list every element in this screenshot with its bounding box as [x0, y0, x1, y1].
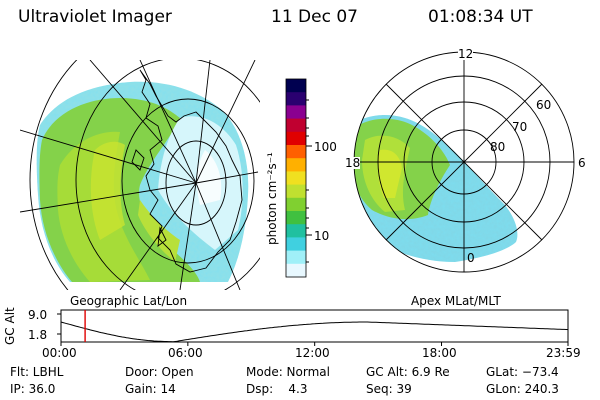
x-tick-1800: 18:00: [422, 346, 457, 360]
geo-panel-label: Geographic Lat/Lon: [70, 294, 188, 308]
coastline: [131, 69, 243, 273]
altitude-ylabel: GC Alt: [3, 307, 17, 345]
colorbar-tick-10: 10: [314, 229, 330, 243]
instrument-title: Ultraviolet Imager: [18, 7, 172, 27]
colorbar-segment: [286, 92, 306, 106]
colorbar-tick-100: 100: [314, 140, 337, 154]
apex-grid: [353, 51, 575, 273]
mlt-6-label: 6: [578, 156, 586, 170]
status-dsp: Dsp: 4.3: [246, 382, 308, 396]
colorbar-segment: [286, 197, 306, 212]
colorbar: [286, 79, 306, 278]
time-label: 01:08:34 UT: [428, 7, 533, 27]
mlat-60-label: 60: [536, 98, 552, 112]
x-tick-0600: 06:00: [168, 346, 203, 360]
colorbar-segment: [286, 224, 306, 238]
alt-tick-high: 9.0: [28, 308, 48, 322]
status-ip: IP: 36.0: [10, 382, 56, 396]
status-glat: GLat: −73.4: [486, 365, 559, 379]
altitude-curve: [60, 321, 569, 343]
altitude-plot: [57, 309, 569, 346]
date-label: 11 Dec 07: [271, 7, 358, 27]
colorbar-segment: [286, 211, 306, 225]
mlt-12-label: 12: [458, 47, 474, 61]
status-gain: Gain: 14: [125, 382, 176, 396]
x-tick-2359: 23:59: [546, 346, 581, 360]
colorbar-segment: [286, 145, 306, 159]
colorbar-segment: [286, 184, 306, 199]
status-gc-alt: GC Alt: 6.9 Re: [366, 365, 450, 379]
status-glon: GLon: 240.3: [486, 382, 559, 396]
colorbar-segment: [286, 250, 306, 265]
colorbar-segment: [286, 171, 306, 186]
status-mode: Mode: Normal: [246, 365, 330, 379]
alt-tick-low: 1.8: [28, 328, 48, 342]
apex-panel-label: Apex MLat/MLT: [411, 294, 501, 308]
geo-image-panel: [36, 81, 249, 282]
colorbar-segment: [286, 79, 306, 93]
colorbar-segment: [286, 105, 306, 120]
status-door: Door: Open: [125, 365, 194, 379]
colorbar-segment: [286, 131, 306, 146]
x-tick-0000: 00:00: [42, 346, 77, 360]
colorbar-segment: [286, 237, 306, 252]
mlat-70-label: 70: [512, 120, 528, 134]
colorbar-segment: [286, 158, 306, 172]
geo-grid: [20, 60, 260, 290]
mlt-18-label: 18: [345, 156, 361, 170]
status-filter: Flt: LBHL: [10, 365, 64, 379]
colorbar-segment: [286, 263, 306, 278]
x-tick-1200: 12:00: [295, 346, 330, 360]
colorbar-unit-label: photon cm⁻²s⁻¹: [265, 152, 279, 245]
colorbar-segment: [286, 118, 306, 133]
apex-image-panel: [354, 115, 518, 262]
mlt-0-label: 0: [467, 251, 475, 265]
mlat-80-label: 80: [490, 140, 506, 154]
status-seq: Seq: 39: [366, 382, 412, 396]
